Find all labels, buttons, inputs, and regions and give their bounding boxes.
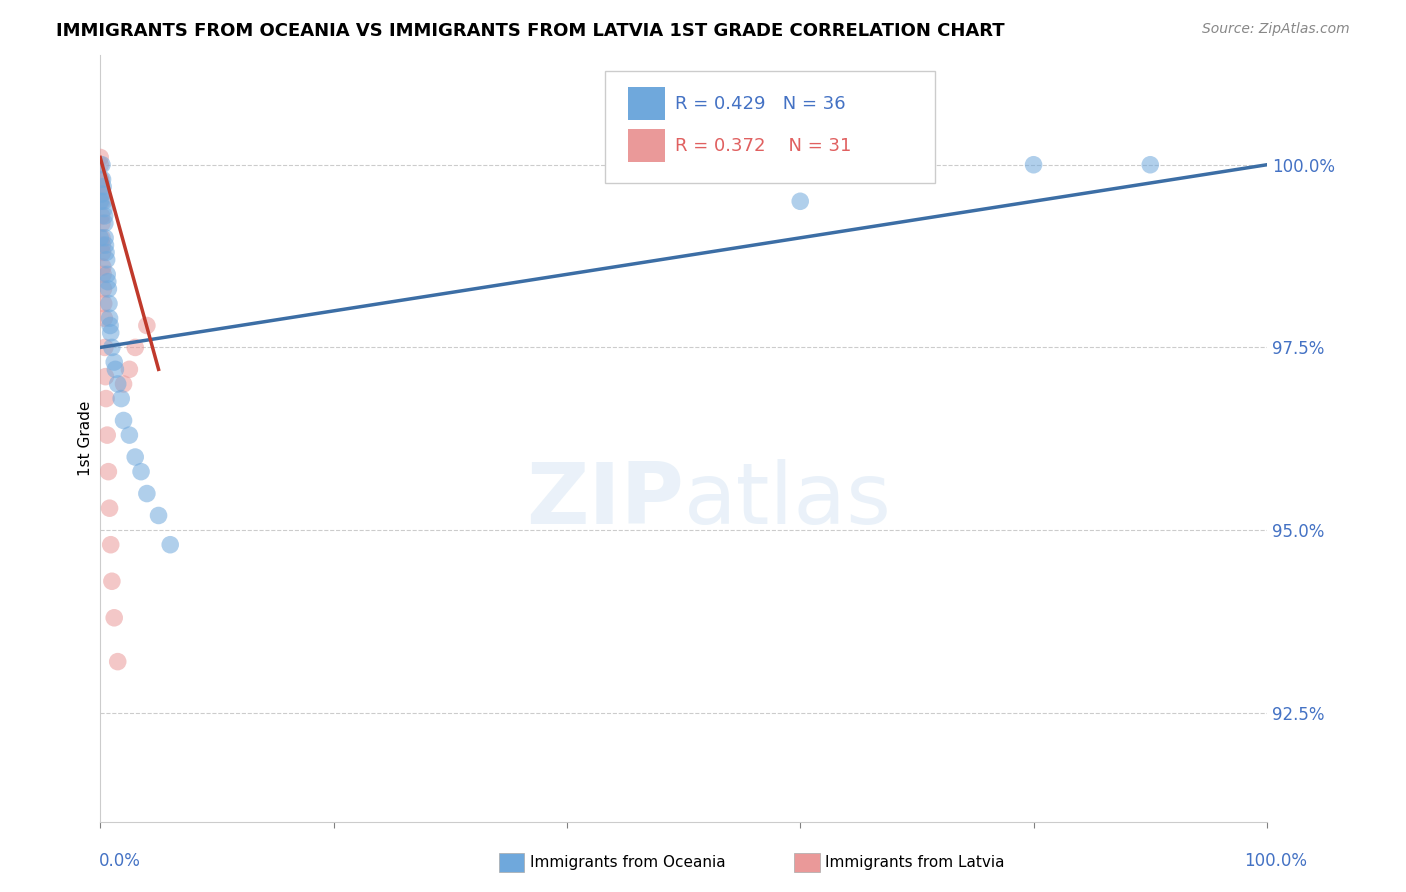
Text: R = 0.372    N = 31: R = 0.372 N = 31	[675, 136, 851, 155]
Point	[90, 172, 112, 186]
Text: Immigrants from Latvia: Immigrants from Latvia	[825, 855, 1005, 870]
Point	[129, 465, 152, 479]
Point	[135, 318, 157, 333]
Point	[112, 376, 135, 391]
Point	[100, 326, 122, 340]
Point	[91, 216, 114, 230]
Point	[118, 428, 141, 442]
Point	[103, 611, 125, 625]
Point	[98, 311, 121, 326]
Point	[94, 340, 117, 354]
Point	[124, 340, 146, 354]
Point	[124, 450, 146, 464]
Point	[91, 231, 114, 245]
Point	[97, 296, 120, 310]
Point	[107, 376, 129, 391]
Text: Source: ZipAtlas.com: Source: ZipAtlas.com	[1202, 22, 1350, 37]
Point	[90, 186, 112, 201]
Point	[104, 362, 127, 376]
Point	[91, 172, 114, 186]
Point	[93, 202, 115, 216]
Point	[112, 413, 135, 427]
Point	[90, 209, 112, 223]
Point	[91, 260, 114, 274]
Point	[101, 574, 124, 589]
Point	[100, 538, 122, 552]
Point	[91, 186, 114, 201]
Point	[89, 158, 111, 172]
Point	[89, 194, 111, 209]
Point	[94, 369, 117, 384]
Point	[98, 318, 121, 333]
Text: R = 0.429   N = 36: R = 0.429 N = 36	[675, 95, 845, 113]
Text: 0.0%: 0.0%	[98, 852, 141, 870]
Point	[789, 194, 811, 209]
Point	[93, 282, 115, 296]
Point	[91, 238, 114, 252]
Point	[90, 194, 112, 209]
Y-axis label: 1st Grade: 1st Grade	[79, 401, 93, 476]
Point	[118, 362, 141, 376]
Point	[103, 355, 125, 369]
Point	[94, 245, 117, 260]
Point	[94, 231, 117, 245]
Text: Immigrants from Oceania: Immigrants from Oceania	[530, 855, 725, 870]
Point	[93, 296, 115, 310]
Text: 100.0%: 100.0%	[1244, 852, 1308, 870]
Point	[96, 428, 118, 442]
Point	[91, 179, 114, 194]
Point	[91, 245, 114, 260]
Point	[91, 268, 114, 282]
Point	[148, 508, 170, 523]
Point	[90, 179, 112, 194]
Point	[110, 392, 132, 406]
Point	[1139, 158, 1161, 172]
Point	[107, 655, 129, 669]
Point	[97, 275, 120, 289]
Point	[89, 231, 111, 245]
Text: IMMIGRANTS FROM OCEANIA VS IMMIGRANTS FROM LATVIA 1ST GRADE CORRELATION CHART: IMMIGRANTS FROM OCEANIA VS IMMIGRANTS FR…	[56, 22, 1005, 40]
Point	[89, 151, 111, 165]
Point	[159, 538, 181, 552]
Point	[94, 392, 117, 406]
Point	[94, 216, 117, 230]
Point	[97, 282, 120, 296]
Point	[97, 465, 120, 479]
Point	[96, 252, 118, 267]
Point	[98, 501, 121, 516]
Text: atlas: atlas	[683, 458, 891, 541]
Point	[101, 340, 124, 354]
Point	[93, 311, 115, 326]
Point	[91, 158, 114, 172]
Point	[96, 268, 118, 282]
Point	[135, 486, 157, 500]
Text: ZIP: ZIP	[526, 458, 683, 541]
Point	[93, 194, 115, 209]
Point	[93, 209, 115, 223]
Point	[1022, 158, 1045, 172]
Point	[94, 238, 117, 252]
Point	[89, 172, 111, 186]
